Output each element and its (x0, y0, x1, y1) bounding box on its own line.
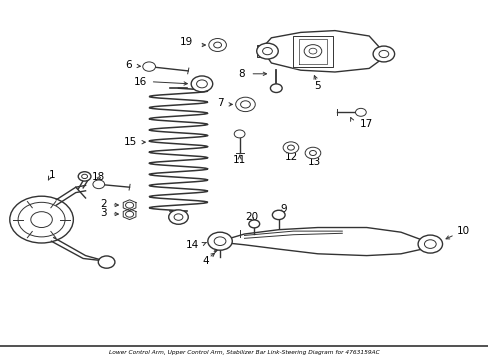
Text: 9: 9 (280, 204, 286, 214)
Text: 12: 12 (284, 152, 297, 162)
Circle shape (213, 42, 221, 48)
Polygon shape (123, 209, 136, 220)
Text: 20: 20 (245, 212, 258, 222)
Text: 5: 5 (314, 81, 321, 91)
Circle shape (207, 232, 232, 250)
Circle shape (174, 214, 183, 220)
Text: 19: 19 (180, 37, 193, 48)
Circle shape (191, 76, 212, 92)
Circle shape (240, 101, 250, 108)
Circle shape (378, 50, 388, 58)
Polygon shape (293, 36, 332, 67)
Circle shape (196, 80, 207, 88)
Circle shape (262, 48, 272, 55)
Text: 3: 3 (100, 208, 106, 218)
Text: 4: 4 (202, 256, 208, 266)
Text: 1: 1 (48, 170, 55, 180)
Circle shape (31, 212, 52, 228)
Text: 6: 6 (125, 60, 132, 70)
Circle shape (256, 43, 278, 59)
Text: 17: 17 (359, 119, 373, 129)
Circle shape (214, 237, 225, 246)
Polygon shape (123, 200, 136, 211)
Text: 14: 14 (186, 240, 199, 250)
Circle shape (234, 130, 244, 138)
Text: 16: 16 (133, 77, 146, 87)
Text: 13: 13 (306, 157, 320, 167)
Circle shape (235, 97, 255, 112)
Text: 15: 15 (123, 137, 137, 147)
Circle shape (98, 256, 115, 268)
Circle shape (372, 46, 394, 62)
Circle shape (208, 39, 226, 51)
Circle shape (18, 202, 65, 237)
Text: 10: 10 (456, 226, 469, 236)
Circle shape (305, 147, 320, 159)
Circle shape (424, 240, 435, 248)
Circle shape (304, 45, 321, 58)
Text: 2: 2 (100, 199, 106, 209)
Polygon shape (261, 31, 378, 72)
Text: Lower Control Arm, Upper Control Arm, Stabilizer Bar Link-Steering Diagram for 4: Lower Control Arm, Upper Control Arm, St… (109, 350, 379, 355)
Text: 8: 8 (237, 69, 244, 79)
Circle shape (78, 172, 91, 181)
Text: 11: 11 (232, 155, 246, 165)
Circle shape (270, 84, 282, 93)
Circle shape (248, 220, 259, 228)
Polygon shape (220, 228, 425, 256)
Circle shape (125, 211, 133, 217)
Circle shape (168, 210, 188, 224)
Circle shape (125, 202, 133, 208)
Circle shape (309, 150, 316, 156)
Circle shape (93, 180, 104, 189)
Text: 18: 18 (92, 172, 105, 182)
Circle shape (417, 235, 442, 253)
Circle shape (287, 145, 294, 150)
Circle shape (142, 62, 155, 71)
Circle shape (283, 142, 298, 153)
Circle shape (355, 108, 366, 116)
Circle shape (10, 196, 73, 243)
Circle shape (272, 210, 285, 220)
Text: 7: 7 (217, 98, 224, 108)
